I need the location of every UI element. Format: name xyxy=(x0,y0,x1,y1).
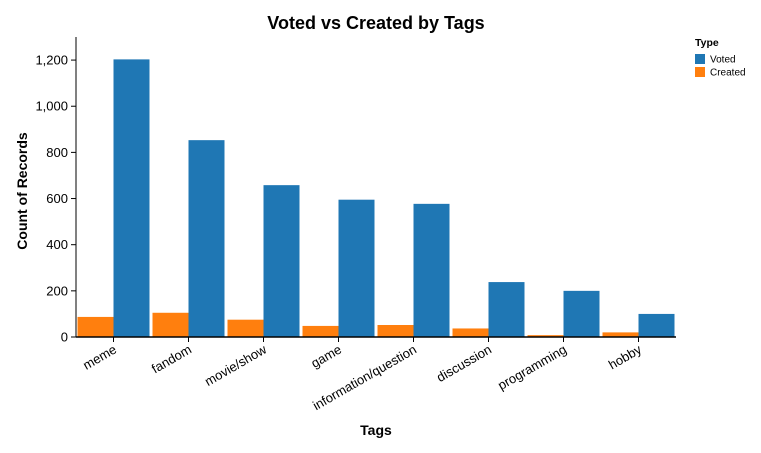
bar-created-movie-show xyxy=(227,319,264,337)
x-axis: meme fandom movie/show gameinformation/ques… xyxy=(76,336,676,413)
y-tick-label: 600 xyxy=(46,191,68,206)
bar-voted-movie-show xyxy=(263,185,300,337)
y-tick-label: 0 xyxy=(61,330,68,345)
x-tick-label: fandom xyxy=(149,342,194,377)
bar-created-game xyxy=(302,325,339,337)
x-axis-title: Tags xyxy=(360,422,392,438)
bar-voted-hobby xyxy=(638,313,675,337)
bar-created-hobby xyxy=(602,332,639,337)
bar-created-meme xyxy=(77,316,114,337)
bar-created-information-question xyxy=(377,325,414,337)
legend-swatch-created xyxy=(695,67,705,77)
bar-created-programming xyxy=(527,335,564,337)
x-tick-label: discussion xyxy=(434,342,494,385)
bar-voted-fandom xyxy=(188,140,225,337)
x-tick-label: game xyxy=(308,342,344,371)
bar-voted-discussion xyxy=(488,282,525,337)
bar-voted-information-question xyxy=(413,203,450,337)
bar-created-fandom xyxy=(152,312,189,337)
y-tick-label: 400 xyxy=(46,237,68,252)
y-tick-label: 800 xyxy=(46,145,68,160)
x-tick-label: hobby xyxy=(606,341,645,372)
chart-title: Voted vs Created by Tags xyxy=(267,13,484,33)
bars xyxy=(77,59,675,338)
y-tick-label: 1,000 xyxy=(35,99,68,114)
legend-label-created: Created xyxy=(710,68,746,79)
bar-created-discussion xyxy=(452,328,489,337)
y-tick-label: 1,200 xyxy=(35,53,68,68)
legend-title: Type xyxy=(695,37,719,49)
x-tick-label: meme xyxy=(80,342,119,373)
bar-voted-game xyxy=(338,199,375,337)
bar-voted-meme xyxy=(113,59,150,338)
y-tick-label: 200 xyxy=(46,283,68,298)
legend: Type Voted Created xyxy=(695,37,746,79)
legend-swatch-voted xyxy=(695,54,705,64)
y-axis: 0 200 400 600 800 1,000 1,200 xyxy=(35,37,77,345)
x-tick-label: programming xyxy=(495,342,569,393)
y-axis-title: Count of Records xyxy=(14,132,30,250)
x-tick-label: movie/show xyxy=(202,341,269,389)
legend-label-voted: Voted xyxy=(710,55,736,66)
bar-voted-programming xyxy=(563,290,600,337)
